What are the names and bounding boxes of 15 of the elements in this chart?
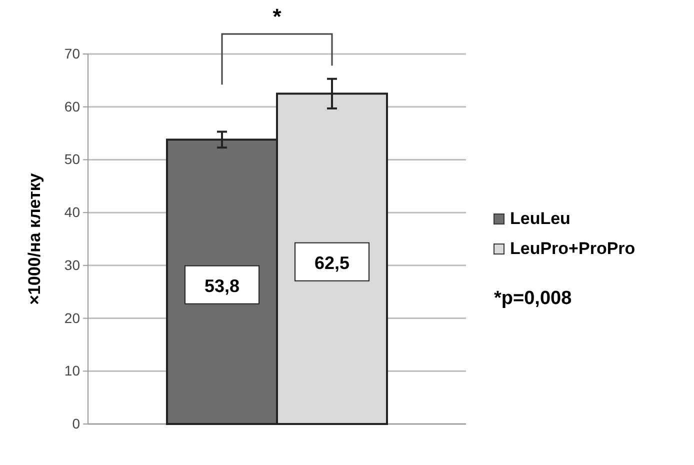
y-tick-label: 10 bbox=[64, 362, 80, 379]
y-tick-label: 50 bbox=[64, 151, 80, 168]
y-tick-label: 20 bbox=[64, 310, 80, 326]
data-label: 53,8 bbox=[204, 276, 240, 296]
legend-label: LeuPro+ProPro bbox=[510, 239, 636, 258]
legend-label: LeuLeu bbox=[510, 209, 570, 228]
y-tick-label: 40 bbox=[64, 204, 80, 220]
y-tick-label: 30 bbox=[64, 256, 80, 273]
y-tick-label: 70 bbox=[64, 45, 80, 62]
y-tick-label: 0 bbox=[72, 415, 80, 432]
text: * bbox=[272, 4, 282, 29]
text: *p=0,008 bbox=[494, 288, 572, 309]
data-label: 62,5 bbox=[314, 252, 350, 273]
y-tick-label: 60 bbox=[64, 98, 80, 114]
y-axis-title: ×1000/на клетку bbox=[25, 172, 44, 305]
